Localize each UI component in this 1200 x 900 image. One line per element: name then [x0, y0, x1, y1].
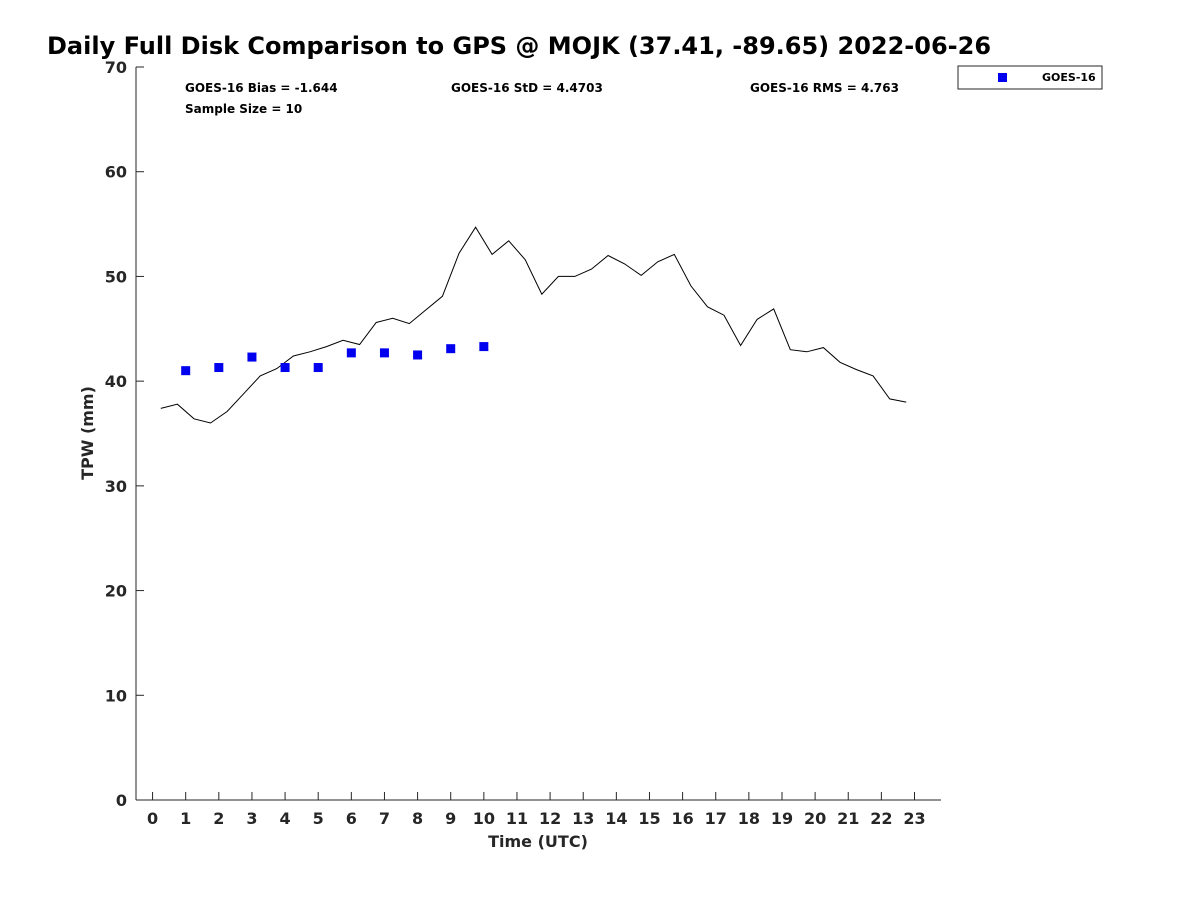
- x-tick-label: 2: [213, 809, 224, 828]
- x-tick-label: 23: [903, 809, 925, 828]
- legend-box: [957, 65, 1103, 90]
- y-tick-label: 30: [105, 477, 127, 496]
- data-point-goes16: [247, 352, 257, 362]
- legend-label-goes16: GOES-16: [1042, 71, 1096, 84]
- x-ticks: 0 1 2 3 4 5 6 7 8 9 10 11 12 13 14 15 16 17 18 19 20 21 22 23: [147, 792, 926, 828]
- x-tick-label: 22: [870, 809, 892, 828]
- y-ticks: 0 10 20 30 40 50 60 70: [105, 58, 144, 810]
- x-tick-label: 3: [246, 809, 257, 828]
- x-tick-label: 20: [804, 809, 826, 828]
- stat-bias: GOES-16 Bias = -1.644: [185, 81, 338, 95]
- x-tick-label: 4: [280, 809, 291, 828]
- x-tick-label: 21: [837, 809, 859, 828]
- x-tick-label: 13: [572, 809, 594, 828]
- x-tick-label: 15: [638, 809, 660, 828]
- y-tick-label: 60: [105, 163, 127, 182]
- data-point-goes16: [280, 363, 290, 373]
- x-axis-label: Time (UTC): [488, 832, 588, 851]
- x-tick-label: 18: [738, 809, 760, 828]
- y-tick-label: 50: [105, 267, 127, 286]
- stat-sample-size: Sample Size = 10: [185, 102, 302, 116]
- data-point-goes16: [346, 348, 356, 358]
- x-tick-label: 19: [771, 809, 793, 828]
- stat-rms: GOES-16 RMS = 4.763: [750, 81, 899, 95]
- x-tick-label: 8: [412, 809, 423, 828]
- x-tick-label: 6: [346, 809, 357, 828]
- x-tick-label: 5: [313, 809, 324, 828]
- series-line-gps: [160, 226, 907, 424]
- stats-annotations: GOES-16 Bias = -1.644 GOES-16 StD = 4.47…: [185, 81, 899, 116]
- y-axis-label: TPW (mm): [78, 386, 97, 480]
- x-tick-label: 0: [147, 809, 158, 828]
- x-tick-label: 16: [671, 809, 693, 828]
- data-point-goes16: [181, 366, 191, 376]
- stat-std: GOES-16 StD = 4.4703: [451, 81, 603, 95]
- y-tick-label: 20: [105, 582, 127, 601]
- legend-marker-goes16: [998, 73, 1007, 82]
- y-tick-label: 70: [105, 58, 127, 77]
- legend: GOES-16: [957, 65, 1103, 90]
- data-point-goes16: [479, 342, 489, 352]
- chart-title: Daily Full Disk Comparison to GPS @ MOJK…: [47, 32, 991, 60]
- data-point-goes16: [313, 363, 323, 373]
- x-tick-label: 7: [379, 809, 390, 828]
- data-point-goes16: [379, 348, 389, 358]
- x-tick-label: 10: [473, 809, 495, 828]
- x-tick-label: 12: [539, 809, 561, 828]
- y-tick-label: 10: [105, 686, 127, 705]
- x-tick-label: 1: [180, 809, 191, 828]
- data-point-goes16: [446, 344, 456, 354]
- data-point-goes16: [214, 363, 224, 373]
- data-point-goes16: [413, 350, 423, 360]
- x-tick-label: 17: [705, 809, 727, 828]
- x-tick-label: 11: [506, 809, 528, 828]
- plot-area: [160, 226, 907, 424]
- x-tick-label: 9: [445, 809, 456, 828]
- x-tick-label: 14: [605, 809, 627, 828]
- y-tick-label: 0: [116, 791, 127, 810]
- y-tick-label: 40: [105, 372, 127, 391]
